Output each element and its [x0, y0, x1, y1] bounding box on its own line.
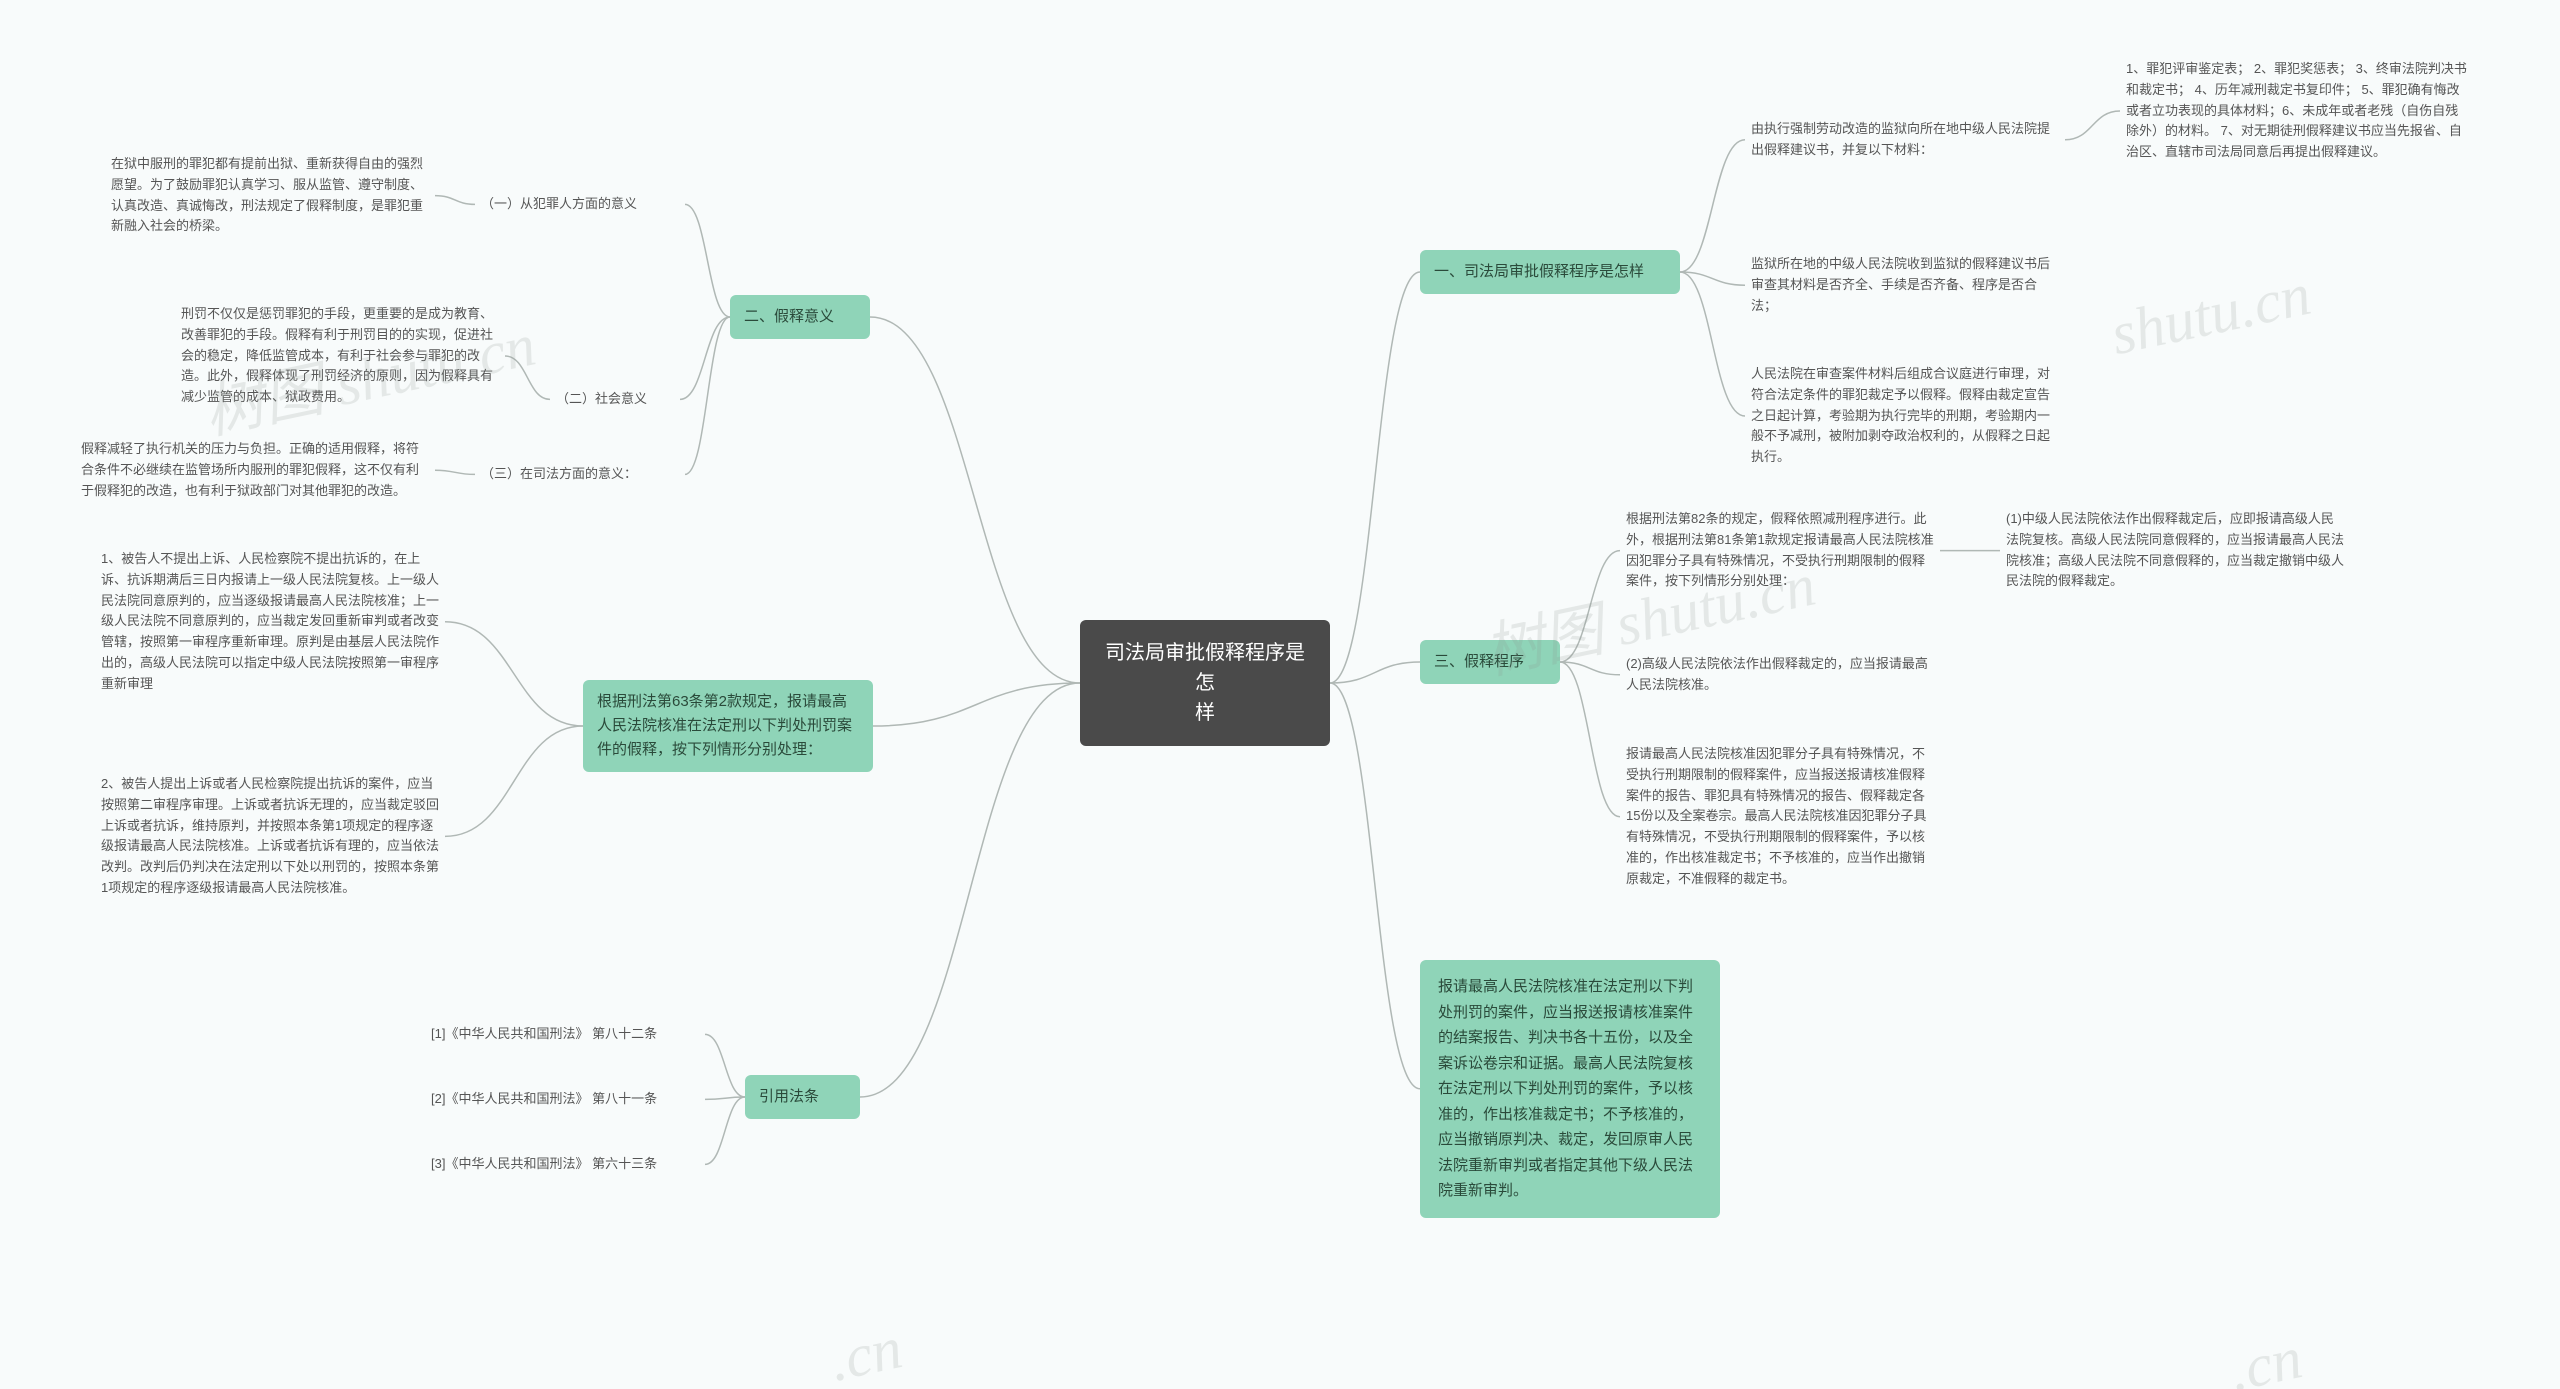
node-text: (2)高级人民法院依法作出假释裁定的，应当报请最高人民法院核准。 — [1626, 656, 1928, 692]
node-text: 由执行强制劳动改造的监狱向所在地中级人民法院提出假释建议书，并复以下材料： — [1751, 121, 2050, 157]
node-text: 三、假释程序 — [1434, 653, 1524, 670]
node-text: 刑罚不仅仅是惩罚罪犯的手段，更重要的是成为教育、改善罪犯的手段。假释有利于刑罚目… — [181, 306, 493, 404]
root-text: 司法局审批假释程序是怎样 — [1105, 642, 1305, 724]
root-node: 司法局审批假释程序是怎样 — [1080, 620, 1330, 746]
node-text: (1)中级人民法院依法作出假释裁定后，应即报请高级人民法院复核。高级人民法院同意… — [2006, 511, 2344, 588]
watermark: shutu.cn — [2105, 260, 2317, 369]
node-text: 人民法院在审查案件材料后组成合议庭进行审理，对符合法定条件的罪犯裁定予以假释。假… — [1751, 366, 2050, 464]
node-text: 报请最高人民法院核准因犯罪分子具有特殊情况，不受执行刑期限制的假释案件，应当报送… — [1626, 746, 1926, 886]
mindmap-node: 报请最高人民法院核准在法定刑以下判处刑罚的案件，应当报送报请核准案件的结案报告、… — [1420, 960, 1720, 1218]
node-text: （一）从犯罪人方面的意义 — [481, 196, 637, 211]
mindmap-node: (2)高级人民法院依法作出假释裁定的，应当报请最高人民法院核准。 — [1620, 650, 1940, 700]
node-text: 报请最高人民法院核准在法定刑以下判处刑罚的案件，应当报送报请核准案件的结案报告、… — [1438, 978, 1693, 1199]
mindmap-node: 1、罪犯评审鉴定表； 2、罪犯奖惩表； 3、终审法院判决书和裁定书； 4、历年减… — [2120, 55, 2475, 167]
mindmap-node: [2]《中华人民共和国刑法》 第八十一条 — [425, 1085, 705, 1114]
mindmap-node: 刑罚不仅仅是惩罚罪犯的手段，更重要的是成为教育、改善罪犯的手段。假释有利于刑罚目… — [175, 300, 505, 412]
mindmap-node: (1)中级人民法院依法作出假释裁定后，应即报请高级人民法院复核。高级人民法院同意… — [2000, 505, 2350, 596]
node-text: （二）社会意义 — [556, 391, 647, 406]
node-text: 1、被告人不提出上诉、人民检察院不提出抗诉的，在上诉、抗诉期满后三日内报请上一级… — [101, 551, 439, 691]
mindmap-node: （三）在司法方面的意义： — [475, 460, 685, 489]
node-text: 二、假释意义 — [744, 308, 834, 325]
node-text: （三）在司法方面的意义： — [481, 466, 637, 481]
node-text: 根据刑法第82条的规定，假释依照减刑程序进行。此外，根据刑法第81条第1款规定报… — [1626, 511, 1934, 588]
mindmap-node: （一）从犯罪人方面的意义 — [475, 190, 685, 219]
node-text: 引用法条 — [759, 1088, 819, 1105]
node-text: 2、被告人提出上诉或者人民检察院提出抗诉的案件，应当按照第二审程序审理。上诉或者… — [101, 776, 439, 895]
mindmap-node: 1、被告人不提出上诉、人民检察院不提出抗诉的，在上诉、抗诉期满后三日内报请上一级… — [95, 545, 445, 699]
watermark: .cn — [824, 1313, 908, 1389]
node-text: 在狱中服刑的罪犯都有提前出狱、重新获得自由的强烈愿望。为了鼓励罪犯认真学习、服从… — [111, 156, 423, 233]
node-text: 监狱所在地的中级人民法院收到监狱的假释建议书后审查其材料是否齐全、手续是否齐备、… — [1751, 256, 2050, 313]
mindmap-node: 2、被告人提出上诉或者人民检察院提出抗诉的案件，应当按照第二审程序审理。上诉或者… — [95, 770, 445, 903]
node-text: 根据刑法第63条第2款规定，报请最高人民法院核准在法定刑以下判处刑罚案件的假释，… — [597, 693, 852, 758]
node-text: 1、罪犯评审鉴定表； 2、罪犯奖惩表； 3、终审法院判决书和裁定书； 4、历年减… — [2126, 61, 2467, 159]
mindmap-node: 监狱所在地的中级人民法院收到监狱的假释建议书后审查其材料是否齐全、手续是否齐备、… — [1745, 250, 2065, 320]
node-text: [1]《中华人民共和国刑法》 第八十二条 — [431, 1026, 657, 1041]
mindmap-node: [1]《中华人民共和国刑法》 第八十二条 — [425, 1020, 705, 1049]
node-text: [2]《中华人民共和国刑法》 第八十一条 — [431, 1091, 657, 1106]
mindmap-node: 一、司法局审批假释程序是怎样 — [1420, 250, 1680, 294]
mindmap-node: 根据刑法第63条第2款规定，报请最高人民法院核准在法定刑以下判处刑罚案件的假释，… — [583, 680, 873, 772]
mindmap-node: 假释减轻了执行机关的压力与负担。正确的适用假释，将符合条件不必继续在监管场所内服… — [75, 435, 435, 505]
node-text: [3]《中华人民共和国刑法》 第六十三条 — [431, 1156, 657, 1171]
watermark: .cn — [2224, 1323, 2308, 1389]
node-text: 一、司法局审批假释程序是怎样 — [1434, 263, 1644, 280]
mindmap-node: 二、假释意义 — [730, 295, 870, 339]
mindmap-node: 在狱中服刑的罪犯都有提前出狱、重新获得自由的强烈愿望。为了鼓励罪犯认真学习、服从… — [105, 150, 435, 241]
mindmap-node: 人民法院在审查案件材料后组成合议庭进行审理，对符合法定条件的罪犯裁定予以假释。假… — [1745, 360, 2065, 472]
mindmap-node: 引用法条 — [745, 1075, 860, 1119]
mindmap-node: 由执行强制劳动改造的监狱向所在地中级人民法院提出假释建议书，并复以下材料： — [1745, 115, 2065, 165]
mindmap-node: [3]《中华人民共和国刑法》 第六十三条 — [425, 1150, 705, 1179]
mindmap-node: （二）社会意义 — [550, 385, 680, 414]
mindmap-node: 三、假释程序 — [1420, 640, 1560, 684]
node-text: 假释减轻了执行机关的压力与负担。正确的适用假释，将符合条件不必继续在监管场所内服… — [81, 441, 419, 498]
mindmap-node: 根据刑法第82条的规定，假释依照减刑程序进行。此外，根据刑法第81条第1款规定报… — [1620, 505, 1940, 596]
mindmap-node: 报请最高人民法院核准因犯罪分子具有特殊情况，不受执行刑期限制的假释案件，应当报送… — [1620, 740, 1940, 894]
